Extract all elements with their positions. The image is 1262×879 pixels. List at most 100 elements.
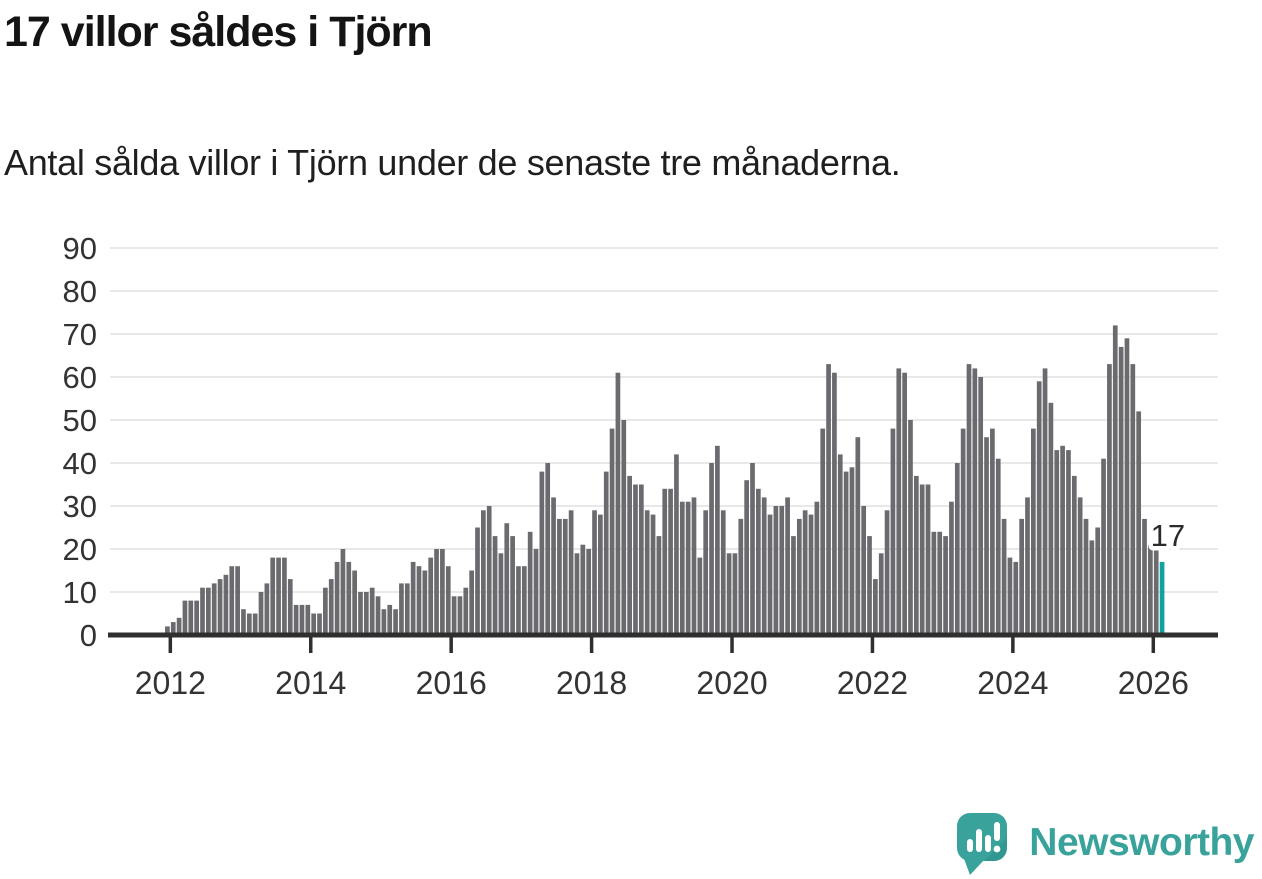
bar (346, 561, 352, 635)
bar (562, 518, 568, 635)
bar (603, 471, 609, 635)
bar (498, 553, 504, 635)
bar (732, 553, 738, 635)
bar (206, 587, 211, 635)
bar (299, 604, 305, 635)
bar (849, 467, 855, 635)
bar (545, 463, 551, 635)
bar (650, 514, 656, 635)
bar (463, 587, 469, 635)
bar (527, 531, 533, 635)
y-axis-label: 50 (63, 403, 97, 438)
newsworthy-logo-icon (957, 813, 1008, 875)
bar (656, 536, 662, 635)
y-axis-label: 0 (80, 618, 97, 653)
bar (586, 549, 592, 635)
bar (984, 437, 989, 635)
bar (750, 463, 755, 635)
bar (340, 549, 346, 635)
y-axis-label: 60 (63, 360, 97, 395)
bar (609, 428, 615, 635)
bar (972, 368, 978, 635)
bar (902, 372, 907, 635)
bar (305, 604, 311, 635)
bar (621, 420, 627, 635)
bar (615, 372, 621, 635)
y-axis-label: 30 (63, 489, 97, 524)
bar (1148, 544, 1153, 635)
bar-chart: 0 10 20 30 40 50 60 70 80 90 2012 2014 2016 2018 2020 2… (63, 231, 1218, 701)
bar (416, 566, 422, 635)
bar (826, 364, 831, 635)
bar (475, 527, 480, 635)
bar (404, 583, 410, 635)
bar (1071, 475, 1077, 635)
bar (1077, 497, 1083, 635)
bar (820, 428, 826, 635)
bar (691, 497, 697, 635)
bar (802, 510, 808, 635)
chart-subtitle: Antal sålda villor i Tjörn under de sena… (4, 142, 901, 183)
bar (533, 549, 539, 635)
bar (785, 497, 790, 635)
bar (363, 592, 369, 635)
bar (188, 600, 194, 635)
bar (182, 600, 188, 635)
bar (194, 600, 200, 635)
bar (767, 514, 773, 635)
bar (726, 553, 732, 635)
bar (399, 583, 404, 635)
bar (779, 506, 785, 635)
bar (323, 587, 328, 635)
bar (241, 609, 246, 635)
last-value-annotation: 17 (1151, 518, 1185, 553)
x-axis-label: 2024 (977, 665, 1048, 701)
bar (966, 364, 972, 635)
x-axis-label: 2012 (135, 665, 206, 701)
bar (264, 583, 270, 635)
bar (703, 510, 709, 635)
bar (252, 613, 258, 635)
bar (223, 574, 229, 635)
bar (1118, 346, 1124, 635)
bar (919, 484, 925, 635)
bar (551, 497, 556, 635)
bar (358, 592, 363, 635)
bar (440, 549, 445, 635)
y-axis-label: 80 (63, 274, 97, 309)
bar (276, 557, 281, 635)
bar-highlighted (1159, 561, 1165, 635)
x-axis-label: 2016 (416, 665, 487, 701)
bar (1025, 497, 1030, 635)
bar (937, 531, 943, 635)
bar (211, 583, 217, 635)
bar (1042, 368, 1048, 635)
bar (1054, 450, 1060, 635)
bar (1007, 557, 1013, 635)
bar (451, 596, 457, 635)
bar (410, 561, 416, 635)
bar (674, 454, 679, 635)
bar (258, 592, 264, 635)
bar (1083, 518, 1089, 635)
bar (843, 471, 849, 635)
x-axis-label: 2020 (696, 665, 767, 701)
bar (393, 609, 398, 635)
bar (293, 604, 299, 635)
bar (715, 445, 720, 635)
bar (633, 484, 638, 635)
bar (369, 587, 375, 635)
bar (668, 488, 673, 635)
bar (697, 557, 703, 635)
bar (796, 518, 802, 635)
y-axis-label: 10 (63, 575, 97, 610)
bar (954, 463, 960, 635)
bar (217, 579, 223, 635)
bar (434, 549, 439, 635)
bar (873, 579, 878, 635)
bar (814, 501, 820, 635)
bar (557, 518, 562, 635)
bar (761, 497, 767, 635)
bar (352, 570, 357, 635)
x-axis-label: 2022 (837, 665, 908, 701)
